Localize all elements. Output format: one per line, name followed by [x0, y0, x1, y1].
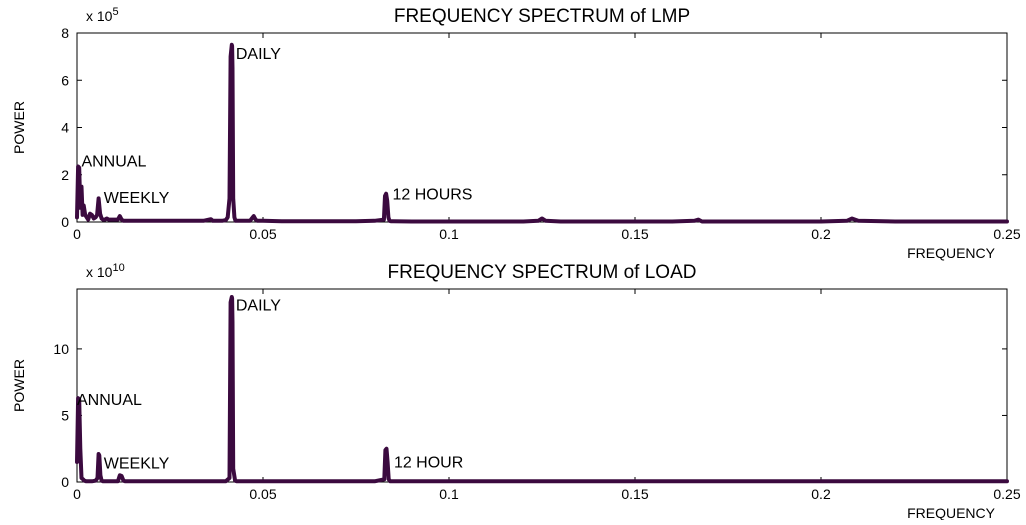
spectrum-line — [75, 42, 1009, 224]
plot-frame — [76, 288, 1008, 483]
chart-title: FREQUENCY SPECTRUM of LOAD — [388, 262, 697, 283]
peak-annotation: WEEKLY — [104, 190, 170, 207]
x-tick-label: 0.1 — [439, 486, 459, 502]
y-tick-label: 2 — [61, 167, 69, 183]
x-tick-label: 0.05 — [249, 226, 276, 242]
peak-annotation: DAILY — [236, 297, 281, 314]
x-axis-label: FREQUENCY — [907, 245, 996, 261]
x-tick-label: 0.25 — [993, 226, 1020, 242]
y-scale-exponent: 5 — [112, 6, 118, 18]
y-tick-label: 0 — [61, 214, 69, 230]
x-axis-label: FREQUENCY — [907, 505, 996, 520]
chart-title: FREQUENCY SPECTRUM of LMP — [394, 6, 690, 27]
x-tick-label: 0.1 — [439, 226, 459, 242]
y-tick-label: 5 — [61, 407, 69, 423]
peak-annotation: WEEKLY — [104, 456, 170, 473]
load-spectrum-panel: FREQUENCY SPECTRUM of LOAD POWER FREQUEN… — [11, 262, 1021, 521]
y-axis-label: POWER — [11, 359, 27, 412]
lmp-spectrum-panel: FREQUENCY SPECTRUM of LMP POWER FREQUENC… — [11, 6, 1021, 261]
y-tick-label: 6 — [61, 72, 69, 88]
y-tick-label: 10 — [53, 341, 69, 357]
y-scale-base: x 10 — [86, 8, 113, 24]
x-tick-label: 0.2 — [811, 226, 831, 242]
y-axis-label: POWER — [11, 101, 27, 154]
peak-annotation: 12 HOURS — [392, 187, 472, 204]
x-tick-label: 0 — [73, 486, 81, 502]
y-scale-base: x 10 — [86, 264, 113, 280]
x-tick-label: 0.25 — [993, 486, 1020, 502]
peak-annotation: ANNUAL — [77, 392, 142, 409]
y-scale-exponent: 10 — [112, 262, 124, 274]
peak-annotation: DAILY — [236, 46, 281, 63]
x-tick-label: 0.15 — [621, 226, 648, 242]
y-tick-label: 8 — [61, 25, 69, 41]
peak-annotation: ANNUAL — [81, 153, 146, 170]
peak-annotation: 12 HOUR — [394, 454, 463, 471]
y-scale-factor: x 1010 — [86, 262, 125, 280]
x-tick-label: 0 — [73, 226, 81, 242]
y-tick-label: 0 — [61, 474, 69, 490]
y-scale-factor: x 105 — [86, 6, 119, 24]
x-tick-label: 0.2 — [811, 486, 831, 502]
y-tick-label: 4 — [61, 120, 69, 136]
spectrum-line — [75, 295, 1009, 484]
x-tick-label: 0.15 — [621, 486, 648, 502]
x-tick-label: 0.05 — [249, 486, 276, 502]
plot-frame — [76, 32, 1008, 223]
